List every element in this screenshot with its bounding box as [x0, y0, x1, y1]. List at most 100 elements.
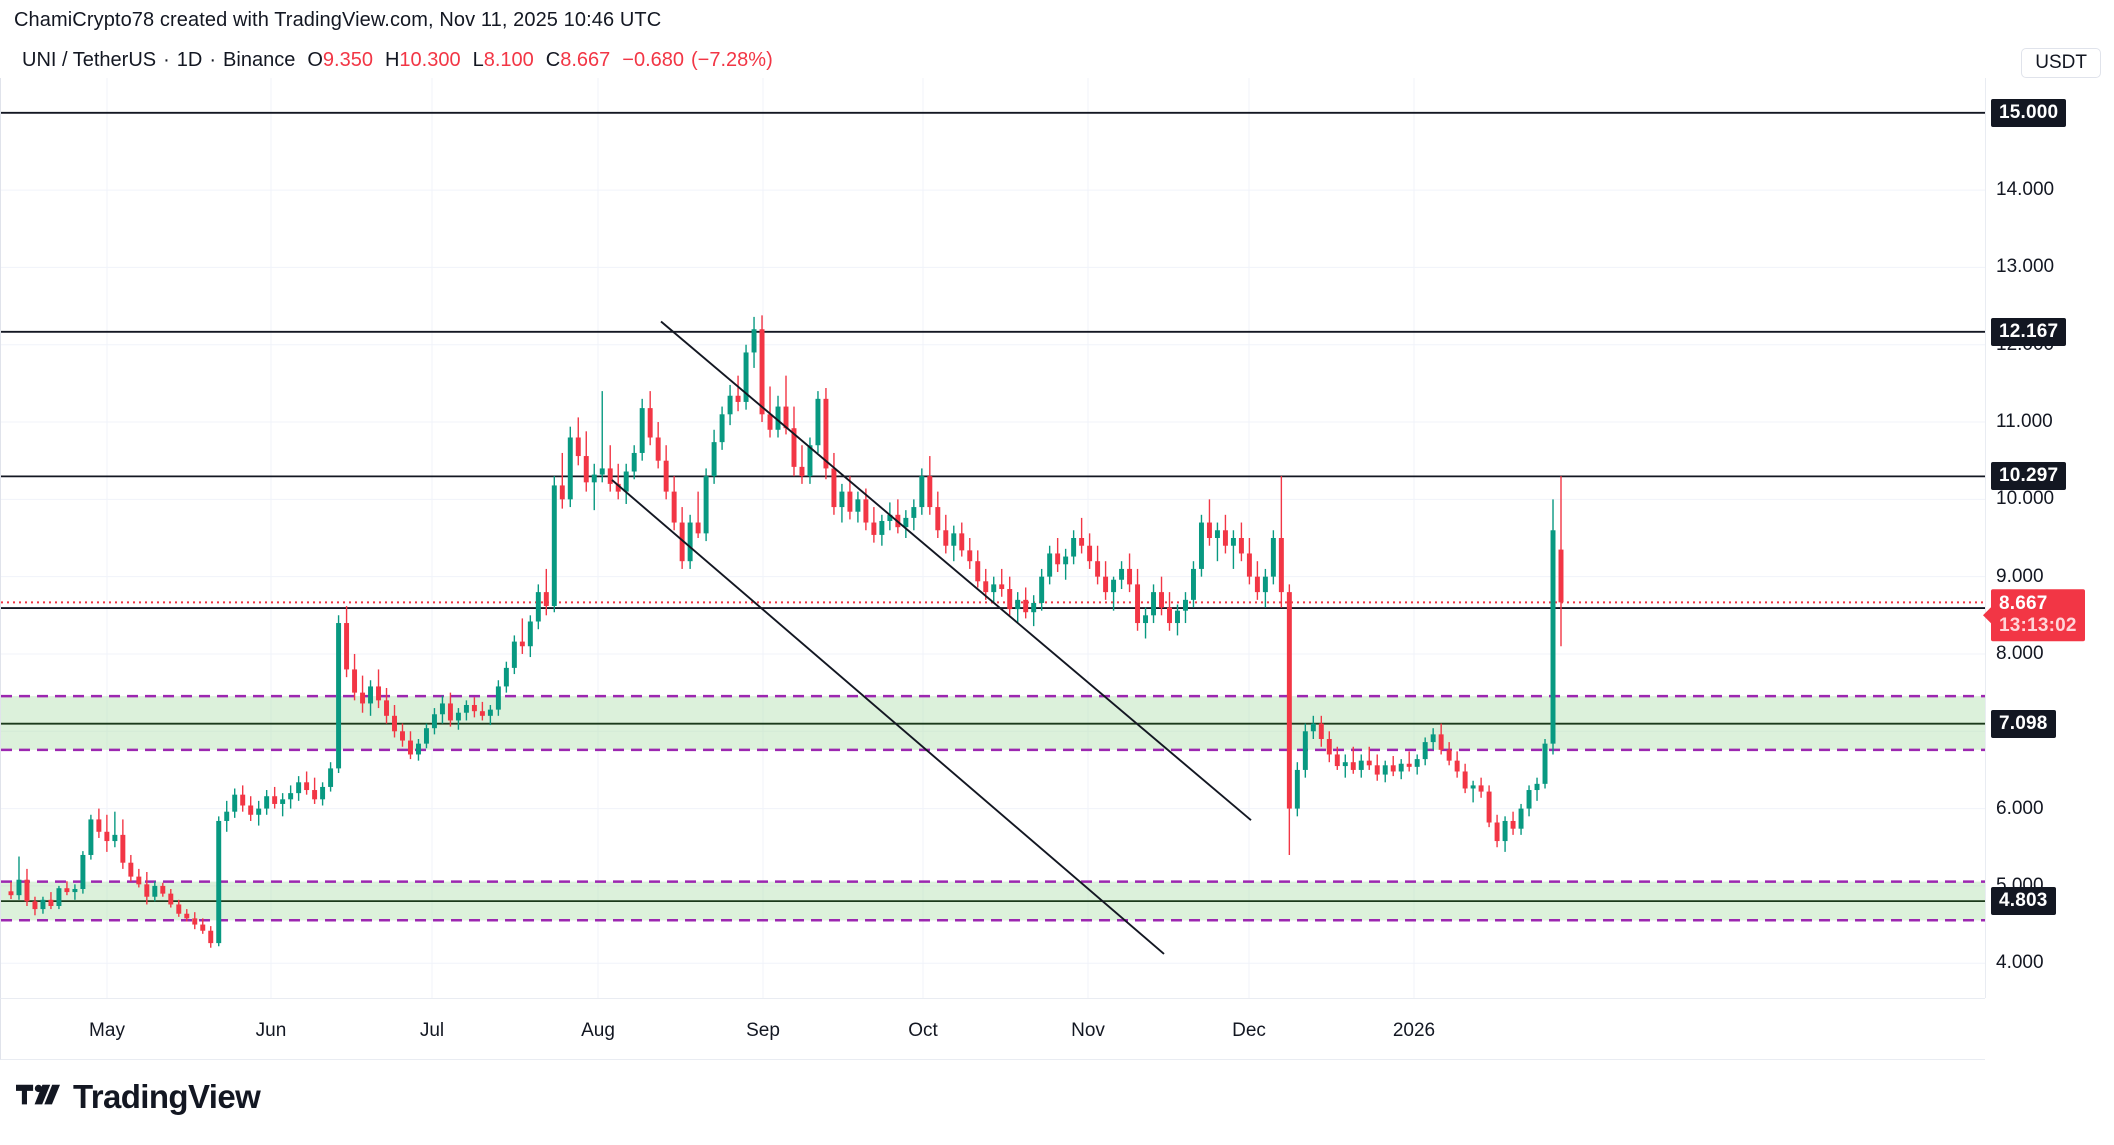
candle-body: [695, 522, 701, 534]
price-badge-resistance-10297[interactable]: 10.297: [1991, 462, 2067, 491]
legend-close-value: 8.667: [560, 49, 611, 71]
legend-exchange[interactable]: Binance: [223, 49, 296, 71]
candle-body: [320, 786, 326, 800]
chart-plot-area[interactable]: [0, 78, 1985, 998]
candle-body: [1350, 762, 1356, 770]
candle-body: [935, 507, 941, 531]
candle-body: [911, 507, 917, 518]
candle-body: [527, 621, 533, 647]
current-price-badge[interactable]: 8.667 13:13:02: [1991, 589, 2085, 642]
candle-body: [1286, 592, 1292, 809]
candle-body: [623, 471, 629, 492]
price-axis[interactable]: 15.00014.00013.00012.00011.00010.0009.00…: [1985, 78, 2114, 998]
candle-body: [1238, 538, 1244, 554]
candle-body: [104, 831, 110, 842]
candle-body: [767, 414, 773, 430]
time-tick-dec: Dec: [1232, 1020, 1266, 1041]
candle-body: [160, 885, 166, 894]
legend-high-label: H: [384, 49, 400, 71]
candle-body: [1127, 568, 1133, 585]
candle-body: [831, 468, 837, 508]
candle-body: [1278, 538, 1284, 593]
candle-body: [631, 452, 637, 472]
candle-body: [200, 924, 206, 931]
candle-body: [1270, 538, 1276, 577]
legend-change-percent: (−7.28%): [691, 49, 773, 71]
candle-body: [679, 522, 685, 562]
candle-body: [567, 437, 573, 500]
candle-body: [296, 782, 302, 794]
candle-body: [503, 667, 509, 687]
candle-body: [136, 876, 142, 885]
chart-legend[interactable]: UNI / TetherUS · 1D · Binance O9.350 H10.300 L8…: [22, 44, 773, 76]
candle-body: [815, 398, 821, 446]
candle-body: [1382, 765, 1388, 775]
candle-body: [32, 901, 38, 910]
candle-body: [783, 406, 789, 429]
legend-high-value: 10.300: [399, 49, 461, 71]
legend-symbol[interactable]: UNI / TetherUS: [22, 49, 157, 71]
candle-body: [647, 408, 653, 438]
time-tick-sep: Sep: [746, 1020, 780, 1041]
candle-body: [639, 408, 645, 453]
candle-body: [1023, 599, 1029, 613]
candle-body: [1167, 607, 1172, 624]
attribution-text: ChamiCrypto78 created with TradingView.c…: [14, 9, 662, 31]
candle-body: [655, 437, 661, 461]
price-badge-zone-mid-4803[interactable]: 4.803: [1991, 887, 2056, 916]
candle-body: [400, 731, 405, 741]
candle-body: [208, 930, 214, 944]
candle-body: [16, 879, 22, 896]
price-badge-resistance-15000[interactable]: 15.000: [1991, 98, 2067, 127]
candle-body: [759, 329, 765, 415]
price-tick-6000: 6.000: [1996, 797, 2044, 819]
candle-body: [535, 592, 541, 622]
candle-body: [1374, 765, 1380, 775]
candle-body: [1087, 545, 1093, 562]
candle-body: [344, 623, 350, 670]
time-tick-jun: Jun: [255, 1020, 287, 1041]
candle-body: [1318, 723, 1324, 740]
candle-body: [1414, 759, 1420, 767]
candle-body: [607, 468, 613, 484]
candle-body: [1063, 556, 1069, 565]
candle-body: [1246, 553, 1252, 577]
candle-body: [1558, 549, 1564, 603]
price-badge-resistance-12167[interactable]: 12.167: [1991, 317, 2067, 346]
time-axis[interactable]: May Jun Jul Aug Sep Oct Nov Dec 2026: [0, 998, 1985, 1060]
candle-body: [999, 584, 1005, 590]
candle-body: [336, 623, 342, 769]
candle-body: [455, 712, 461, 721]
legend-strip: UNI / TetherUS · 1D · Binance O9.350 H10.300 L8…: [0, 44, 2114, 76]
tradingview-wordmark: TradingView: [73, 1078, 261, 1115]
candle-body: [1542, 743, 1548, 784]
price-tick-9000: 9.000: [1996, 565, 2044, 587]
candle-body: [1462, 771, 1468, 789]
candle-body: [256, 808, 262, 815]
price-badge-zone-mid-7098[interactable]: 7.098: [1991, 709, 2056, 738]
candle-body: [575, 437, 581, 457]
legend-interval[interactable]: 1D: [176, 49, 203, 71]
candle-body: [1183, 599, 1188, 611]
candle-body: [96, 819, 102, 832]
currency-pill[interactable]: USDT: [2021, 48, 2101, 78]
candle-body: [1222, 530, 1228, 546]
candle-body: [487, 709, 493, 716]
candle-body: [72, 888, 78, 893]
candle-body: [1358, 760, 1364, 770]
candle-body: [264, 796, 270, 809]
candle-body: [312, 790, 318, 800]
candle-body: [360, 692, 366, 704]
candle-body: [471, 704, 477, 712]
candle-body: [216, 820, 222, 944]
candle-body: [975, 561, 981, 582]
candle-body: [1438, 734, 1444, 750]
candle-body: [168, 893, 174, 905]
candle-body: [1550, 530, 1556, 744]
candle-body: [392, 715, 397, 732]
candle-body: [991, 584, 997, 593]
candle-body: [1079, 538, 1085, 546]
time-tick-oct: Oct: [908, 1020, 938, 1041]
candle-body: [711, 442, 717, 477]
candle-body: [1103, 576, 1109, 593]
